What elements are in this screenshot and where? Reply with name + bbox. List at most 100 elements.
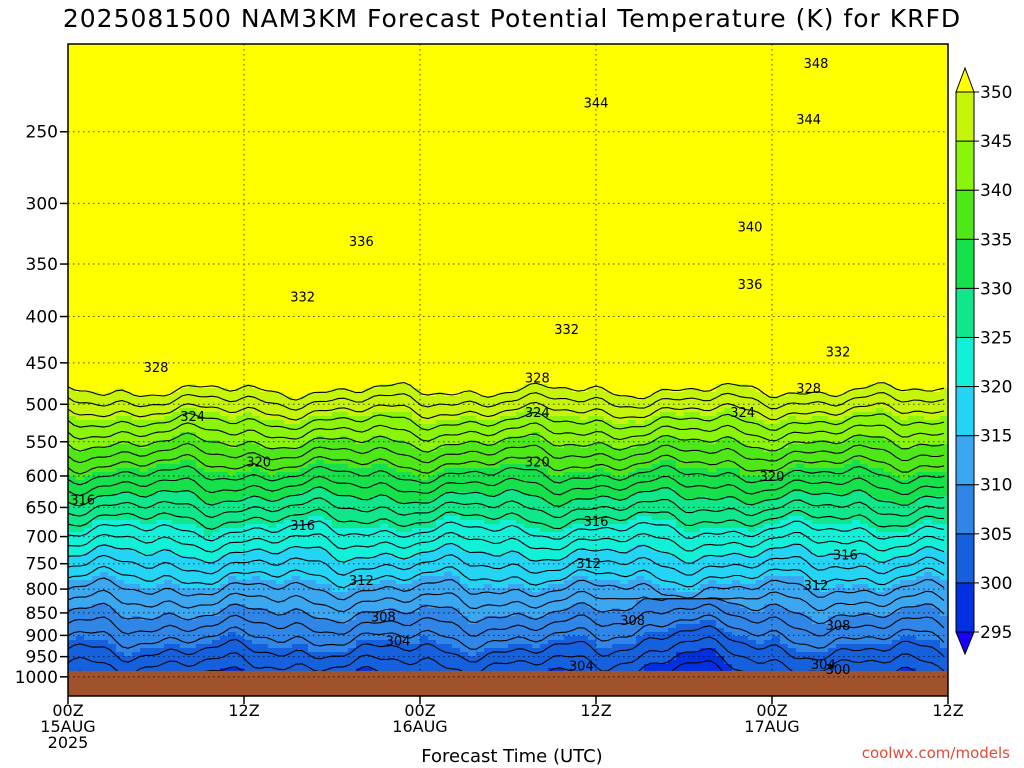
- contour-label: 332: [826, 345, 851, 360]
- y-tick-label: 850: [26, 604, 58, 624]
- x-tick-label: 00Z: [756, 701, 787, 720]
- colorbar-tick-label: 350: [980, 83, 1012, 103]
- contour-line: [68, 442, 945, 464]
- contour-line: [68, 542, 945, 564]
- contour-label: 324: [730, 406, 755, 421]
- contour-label: 324: [525, 406, 550, 421]
- contour-line: [68, 554, 945, 576]
- y-tick-label: 250: [26, 123, 58, 143]
- contour-label: 300: [826, 663, 851, 678]
- colorbar-tick-label: 320: [980, 378, 1012, 398]
- x-axis-label: Forecast Time (UTC): [421, 746, 603, 767]
- colorbar-band: [955, 386, 975, 437]
- contour-label: 324: [180, 410, 205, 425]
- y-tick-label: 550: [26, 433, 58, 453]
- contour-label: 320: [760, 470, 785, 485]
- contour-label: 308: [826, 619, 851, 634]
- x-tick-label: 00Z: [404, 701, 435, 720]
- contour-line: [68, 589, 945, 613]
- colorbar-band: [955, 484, 975, 535]
- x-tick-label: 12Z: [228, 701, 259, 720]
- y-axis: 2503003504004505005506006507007508008509…: [15, 123, 68, 688]
- y-tick-label: 350: [26, 255, 58, 275]
- contour-label: 320: [246, 455, 271, 470]
- y-tick-label: 1000: [15, 668, 58, 688]
- colorbar-tick-label: 325: [980, 328, 1012, 348]
- colorbar-band: [955, 91, 975, 142]
- contour-label: 304: [386, 635, 411, 650]
- credit-text: coolwx.com/models: [861, 744, 1010, 762]
- contour-label: 344: [796, 113, 821, 128]
- contour-line: [68, 565, 945, 589]
- x-tick-label: 17AUG: [744, 717, 799, 736]
- colorbar-band: [955, 238, 975, 289]
- contour-line: [68, 475, 945, 497]
- contour-label: 308: [620, 614, 645, 629]
- colorbar-tick-label: 310: [980, 476, 1012, 496]
- colorbar-tick-label: 305: [980, 525, 1012, 545]
- y-tick-label: 450: [26, 354, 58, 374]
- contour-label: 312: [576, 557, 601, 572]
- colorbar-band: [955, 533, 975, 584]
- colorbar-band: [955, 189, 975, 240]
- colorbar-extend-low: [955, 631, 975, 656]
- contour-label: 332: [554, 323, 579, 338]
- contour-line: [68, 625, 945, 663]
- contour-label: 340: [738, 220, 763, 235]
- colorbar-band: [955, 582, 975, 633]
- contour-label: 336: [738, 278, 763, 293]
- y-tick-label: 800: [26, 580, 58, 600]
- contour-label: 312: [804, 579, 829, 594]
- y-tick-label: 750: [26, 555, 58, 575]
- contour-label: 304: [811, 658, 836, 673]
- contour-line: [68, 520, 945, 542]
- contour-line: [68, 508, 945, 530]
- colorbar-band: [955, 287, 975, 338]
- colorbar-band: [955, 140, 975, 191]
- colorbar-tick-label: 330: [980, 279, 1012, 299]
- contour-line: [68, 453, 945, 475]
- y-tick-label: 400: [26, 308, 58, 328]
- contour-line: [68, 531, 945, 553]
- colorbar-extend-high: [955, 66, 975, 93]
- contour-label: 336: [349, 235, 374, 250]
- x-tick-label: 00Z: [52, 701, 83, 720]
- contour-label: 316: [70, 493, 95, 508]
- contour-label: 328: [796, 382, 821, 397]
- contour-line: [68, 486, 945, 507]
- x-tick-label: 2025: [48, 733, 89, 752]
- y-tick-label: 600: [26, 467, 58, 487]
- y-tick-label: 500: [26, 395, 58, 415]
- shaded-field: [68, 44, 948, 696]
- contour-label: 304: [569, 660, 594, 675]
- colorbar-tick-label: 340: [980, 181, 1012, 201]
- contour-label: 328: [144, 361, 169, 376]
- contour-line: [68, 422, 945, 442]
- contour-label: 312: [349, 574, 374, 589]
- contour-label: 328: [525, 371, 550, 386]
- y-tick-label: 700: [26, 528, 58, 548]
- contour-label: 308: [371, 611, 396, 626]
- contour-label: 316: [833, 549, 858, 564]
- colorbar-tick-label: 335: [980, 230, 1012, 250]
- colorbar: 295 300 305 310 315 320 325 330 335 340 345 350: [955, 66, 1012, 656]
- contour-label: 320: [525, 455, 550, 470]
- y-tick-label: 300: [26, 194, 58, 214]
- ground-surface: [68, 670, 948, 696]
- x-tick-label: 12Z: [932, 701, 963, 720]
- contour-line: [68, 411, 945, 431]
- contour-labels: 348 344 344 340 336 336 332 332 332 328 328 328 324 3…: [70, 57, 857, 678]
- contour-label: 316: [584, 515, 609, 530]
- contour-label: 348: [804, 57, 829, 72]
- grid-lines: [67, 44, 949, 678]
- contour-line: [68, 382, 945, 401]
- colorbar-band: [955, 336, 975, 388]
- contour-line: [68, 603, 945, 637]
- contour-label: 332: [290, 290, 315, 305]
- chart-title: 2025081500 NAM3KM Forecast Potential Tem…: [62, 4, 962, 33]
- colorbar-band: [955, 435, 975, 486]
- x-tick-label: 15AUG: [40, 717, 95, 736]
